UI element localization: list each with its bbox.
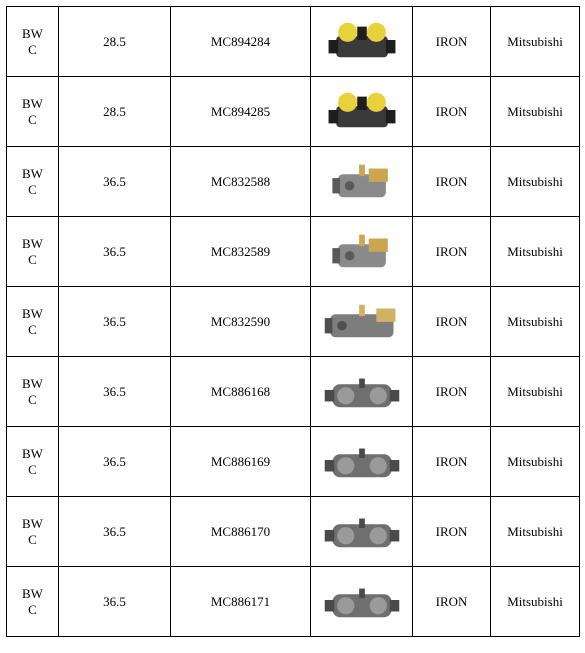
cell-type: BWC [7, 567, 59, 637]
cell-type: BWC [7, 7, 59, 77]
type-line2: C [28, 252, 37, 267]
type-line1: BW [22, 306, 43, 321]
cell-material: IRON [413, 357, 491, 427]
cell-image [311, 427, 413, 497]
cell-type: BWC [7, 427, 59, 497]
cell-image [311, 7, 413, 77]
type-line2: C [28, 532, 37, 547]
table-row: BWC28.5MC894284IRONMitsubishi [7, 7, 580, 77]
table-row: BWC36.5MC832588IRONMitsubishi [7, 147, 580, 217]
cell-type: BWC [7, 357, 59, 427]
cell-material: IRON [413, 497, 491, 567]
cell-size: 36.5 [59, 287, 171, 357]
part-image [319, 361, 405, 419]
type-line2: C [28, 182, 37, 197]
type-line2: C [28, 322, 37, 337]
table-row: BWC36.5MC832590IRONMitsubishi [7, 287, 580, 357]
cell-size: 28.5 [59, 77, 171, 147]
cell-part: MC886170 [171, 497, 311, 567]
part-image [319, 571, 405, 629]
cell-brand: Mitsubishi [491, 567, 580, 637]
cell-part: MC832590 [171, 287, 311, 357]
part-image [319, 291, 405, 349]
cell-part: MC894285 [171, 77, 311, 147]
cell-image [311, 497, 413, 567]
cell-part: MC886171 [171, 567, 311, 637]
cell-brand: Mitsubishi [491, 7, 580, 77]
type-line1: BW [22, 516, 43, 531]
cell-type: BWC [7, 217, 59, 287]
cell-material: IRON [413, 7, 491, 77]
table-row: BWC28.5MC894285IRONMitsubishi [7, 77, 580, 147]
cell-brand: Mitsubishi [491, 77, 580, 147]
cell-type: BWC [7, 147, 59, 217]
cell-size: 36.5 [59, 567, 171, 637]
table-row: BWC36.5MC886170IRONMitsubishi [7, 497, 580, 567]
type-line1: BW [22, 586, 43, 601]
part-image [319, 501, 405, 559]
cell-type: BWC [7, 497, 59, 567]
cell-brand: Mitsubishi [491, 357, 580, 427]
cell-size: 36.5 [59, 497, 171, 567]
cell-type: BWC [7, 77, 59, 147]
cell-size: 28.5 [59, 7, 171, 77]
type-line2: C [28, 42, 37, 57]
part-image [319, 151, 405, 209]
cell-part: MC832589 [171, 217, 311, 287]
cell-part: MC832588 [171, 147, 311, 217]
table-row: BWC36.5MC832589IRONMitsubishi [7, 217, 580, 287]
type-line2: C [28, 112, 37, 127]
part-image [319, 221, 405, 279]
cell-image [311, 147, 413, 217]
cell-size: 36.5 [59, 357, 171, 427]
cell-part: MC894284 [171, 7, 311, 77]
cell-material: IRON [413, 567, 491, 637]
type-line1: BW [22, 96, 43, 111]
part-image [319, 81, 405, 139]
cell-brand: Mitsubishi [491, 217, 580, 287]
cell-image [311, 77, 413, 147]
cell-material: IRON [413, 287, 491, 357]
type-line1: BW [22, 166, 43, 181]
type-line1: BW [22, 376, 43, 391]
cell-size: 36.5 [59, 217, 171, 287]
cell-type: BWC [7, 287, 59, 357]
cell-material: IRON [413, 77, 491, 147]
cell-material: IRON [413, 217, 491, 287]
cell-brand: Mitsubishi [491, 497, 580, 567]
part-image [319, 11, 405, 69]
cell-size: 36.5 [59, 427, 171, 497]
cell-brand: Mitsubishi [491, 147, 580, 217]
type-line2: C [28, 602, 37, 617]
cell-image [311, 357, 413, 427]
parts-table: BWC28.5MC894284IRONMitsubishiBWC28.5MC89… [6, 6, 580, 637]
table-row: BWC36.5MC886169IRONMitsubishi [7, 427, 580, 497]
type-line1: BW [22, 236, 43, 251]
cell-material: IRON [413, 427, 491, 497]
type-line1: BW [22, 26, 43, 41]
part-image [319, 431, 405, 489]
cell-material: IRON [413, 147, 491, 217]
table-row: BWC36.5MC886171IRONMitsubishi [7, 567, 580, 637]
cell-part: MC886168 [171, 357, 311, 427]
cell-brand: Mitsubishi [491, 427, 580, 497]
cell-brand: Mitsubishi [491, 287, 580, 357]
cell-image [311, 567, 413, 637]
type-line2: C [28, 392, 37, 407]
cell-image [311, 217, 413, 287]
cell-size: 36.5 [59, 147, 171, 217]
type-line2: C [28, 462, 37, 477]
cell-part: MC886169 [171, 427, 311, 497]
table-row: BWC36.5MC886168IRONMitsubishi [7, 357, 580, 427]
type-line1: BW [22, 446, 43, 461]
cell-image [311, 287, 413, 357]
